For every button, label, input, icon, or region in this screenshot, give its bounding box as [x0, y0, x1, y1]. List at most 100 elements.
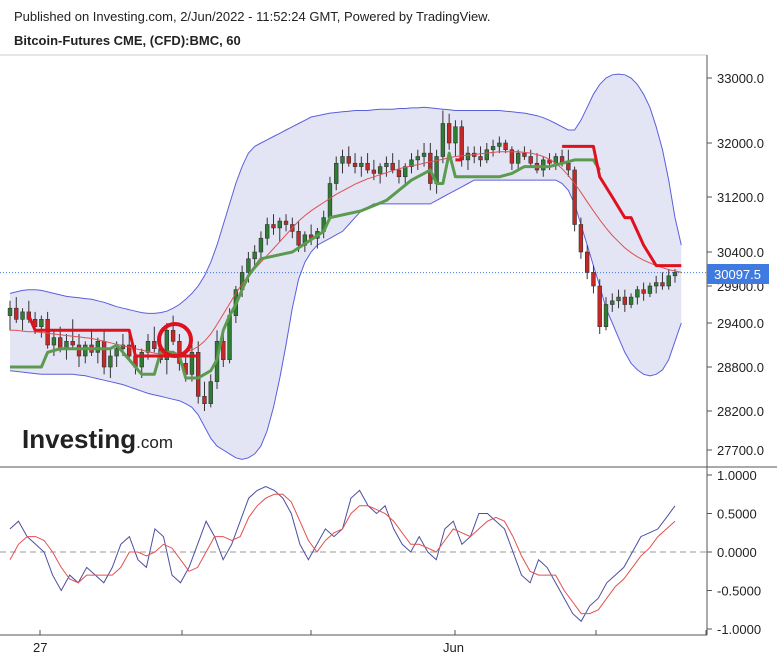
candle [189, 345, 195, 382]
candle [465, 146, 471, 170]
candle-body [515, 152, 521, 164]
candle-body [170, 330, 176, 342]
candle-body [584, 251, 590, 273]
price-tick-label: 32000.0 [717, 136, 764, 151]
candle-body [346, 156, 351, 164]
stoch-d-line [9, 493, 676, 615]
time-label-27: 27 [33, 640, 47, 655]
candle-body [484, 149, 489, 161]
candle-body [70, 341, 75, 346]
candle-body [208, 381, 213, 404]
candle [20, 308, 25, 331]
candle-body [296, 231, 301, 246]
osc-tick-label: 0.5000 [717, 507, 757, 522]
candle [352, 153, 358, 174]
red-trail-line [27, 144, 682, 358]
green-trail-line [10, 151, 601, 380]
candle [14, 297, 19, 323]
candle [265, 217, 270, 246]
candle-body [39, 318, 44, 327]
band-upper [9, 73, 682, 314]
candle [39, 315, 44, 338]
osc-tick-label: -0.5000 [717, 584, 761, 599]
candle-body [384, 162, 389, 167]
candle-body [622, 296, 627, 305]
candle-body [572, 169, 577, 225]
time-label-jun: Jun [443, 640, 464, 655]
candle-body [271, 224, 276, 229]
candle-body [283, 220, 289, 225]
candle [271, 214, 276, 235]
candle [628, 293, 634, 309]
candle [334, 156, 339, 191]
candle-body [672, 272, 678, 277]
candle-body [95, 341, 101, 353]
osc-tick-label: 0.0000 [717, 545, 757, 560]
candle [340, 149, 345, 174]
osc-tick-label: -1.0000 [717, 622, 761, 637]
candle [497, 136, 502, 154]
candle [95, 337, 101, 364]
candle [390, 153, 395, 174]
candle-body [603, 304, 609, 327]
candle [346, 146, 351, 167]
stochastic-pane: 1.0000 0.5000 0.0000 -0.5000 -1.0000 [0, 468, 761, 637]
time-axis-labels: 27 Jun [33, 630, 707, 655]
candle [453, 120, 458, 157]
candle [503, 139, 508, 154]
logo-main: Investing [22, 424, 136, 454]
candle [591, 265, 596, 294]
candle-body [101, 341, 107, 368]
price-tick-label: 27700.0 [717, 443, 764, 458]
candle-body [196, 352, 201, 397]
candle-body [120, 344, 126, 349]
candle [415, 149, 420, 170]
candle-body [377, 166, 383, 174]
candle [7, 300, 13, 331]
candle-body [541, 159, 546, 171]
candle [384, 156, 389, 177]
candle-body [7, 307, 13, 316]
candle [584, 245, 590, 280]
candle-body [371, 169, 377, 174]
candle-body [202, 396, 207, 404]
sma-line [10, 151, 682, 355]
last-price-tag [707, 264, 769, 284]
candle-body [591, 272, 596, 287]
price-tick-label: 28200.0 [717, 404, 764, 419]
candle [164, 323, 170, 375]
candle-body [108, 355, 113, 368]
candle-body [277, 220, 282, 229]
candle-body [14, 307, 19, 320]
candle-body [396, 169, 402, 178]
published-header: Published on Investing.com, 2/Jun/2022 -… [14, 9, 491, 24]
candle-body [352, 162, 358, 167]
candle-body [51, 337, 57, 346]
osc-tick-label: 1.0000 [717, 468, 757, 483]
candle-body [453, 126, 458, 144]
candle [152, 326, 157, 353]
candle [666, 269, 671, 290]
candle-body [334, 162, 339, 184]
candle-body [666, 275, 671, 287]
candle [616, 289, 621, 309]
candle-body [145, 341, 151, 353]
candle [403, 163, 408, 184]
candle [597, 279, 602, 334]
candle-body [359, 162, 364, 167]
candle-body [566, 162, 571, 171]
band-fill [10, 74, 682, 460]
candle [208, 374, 213, 408]
candle-body [83, 344, 88, 357]
candle [641, 282, 646, 301]
candle [515, 149, 521, 170]
candle [440, 110, 446, 164]
candle [396, 159, 402, 184]
candle [446, 113, 452, 150]
candle-body [45, 318, 50, 346]
candle-body [403, 166, 408, 178]
candle-body [177, 341, 182, 364]
candle [83, 341, 88, 364]
candle [359, 156, 364, 177]
